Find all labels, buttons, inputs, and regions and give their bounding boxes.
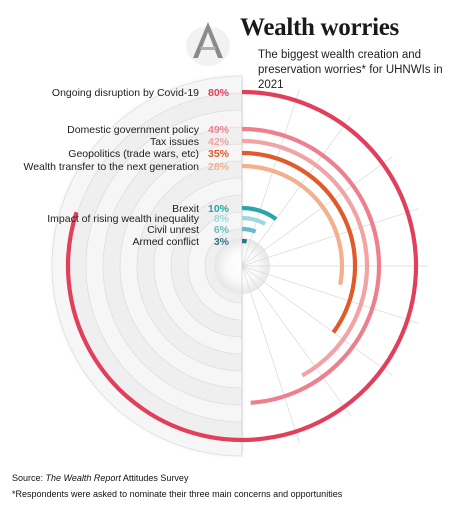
- source-prefix: Source:: [12, 473, 46, 483]
- chart-backdrop: [51, 75, 270, 457]
- radial-gridline: [241, 88, 300, 267]
- radial-gridline: [241, 265, 352, 417]
- chart-radial-lines: [241, 80, 428, 452]
- category-label: Domestic government policy: [67, 124, 200, 136]
- category-label: Impact of rising wealth inequality: [47, 213, 199, 225]
- category-label: Ongoing disruption by Covid-19: [52, 87, 199, 99]
- bar-ongoing-disruption-by-covid-19: [65, 89, 419, 443]
- value-label: 42%: [208, 136, 230, 148]
- value-label: 10%: [208, 203, 230, 215]
- value-label: 35%: [208, 148, 230, 160]
- bar-civil-unrest: [241, 226, 257, 234]
- radial-gridline: [241, 156, 393, 267]
- category-label: Brexit: [172, 203, 199, 215]
- bar-domestic-government-policy: [241, 126, 382, 405]
- source-suffix: Attitudes Survey: [120, 473, 189, 483]
- source-note: Source: The Wealth Report Attitudes Surv…: [12, 473, 188, 483]
- radial-gridline: [241, 265, 420, 324]
- category-label: Wealth transfer to the next generation: [24, 161, 200, 173]
- category-label: Armed conflict: [132, 236, 199, 248]
- chart-subtitle: The biggest wealth creation and preserva…: [258, 49, 443, 91]
- category-label: Tax issues: [150, 136, 199, 148]
- chart-bars: [65, 89, 419, 443]
- radial-gridline: [241, 115, 352, 267]
- footnote: *Respondents were asked to nominate thei…: [12, 489, 343, 499]
- stylized-a-logo-icon: [186, 22, 230, 66]
- value-label: 49%: [208, 124, 230, 136]
- bar-brexit: [241, 205, 278, 221]
- bar-impact-of-rising-wealth-inequality: [241, 215, 267, 226]
- source-publication: The Wealth Report: [45, 473, 121, 483]
- radial-gridline: [241, 208, 420, 267]
- category-label: Civil unrest: [147, 224, 199, 236]
- bar-tax-issues: [241, 138, 370, 378]
- radial-gridline: [241, 265, 300, 444]
- category-label: Geopolitics (trade wars, etc): [68, 148, 199, 160]
- chart-labels: Ongoing disruption by Covid-19 80% Domesti…: [24, 87, 230, 248]
- value-label: 3%: [214, 236, 230, 248]
- radial-gridline: [241, 265, 393, 376]
- value-label: 8%: [214, 213, 230, 225]
- bar-wealth-transfer-to-the-next-generation: [241, 163, 345, 286]
- value-label: 28%: [208, 161, 230, 173]
- bar-geopolitics-trade-wars-etc: [241, 150, 358, 334]
- value-label: 6%: [214, 224, 230, 236]
- chart-title: Wealth worries: [240, 14, 399, 41]
- value-label: 80%: [208, 87, 230, 99]
